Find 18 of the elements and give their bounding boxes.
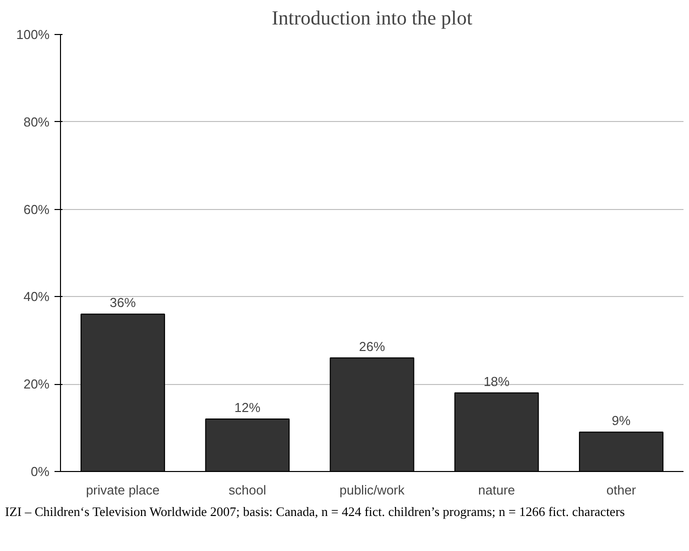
chart-title: Introduction into the plot [272, 8, 473, 30]
y-tick-label: 0% [30, 464, 50, 479]
x-tick-label: private place [86, 482, 160, 498]
data-label: 36% [110, 295, 136, 310]
data-label: 26% [358, 338, 386, 354]
data-label: 18% [484, 374, 510, 389]
x-tick-label: public/work [339, 482, 406, 498]
x-tick-label: nature [478, 482, 516, 498]
y-tick-label: 20% [23, 376, 50, 392]
y-tick-label: 60% [23, 202, 50, 217]
y-tick-label: 40% [23, 289, 50, 304]
data-label: 9% [612, 413, 632, 428]
y-tick-label: 80% [23, 114, 50, 130]
x-tick-label: other [606, 482, 637, 498]
y-tick-label: 100% [16, 27, 50, 42]
text: IZI – Children‘s Television Worldwide 2007; basis: Canada, n = 424 fict. children’s programs; n = 1266 fict. characters [5, 504, 625, 520]
data-label: 12% [234, 400, 261, 416]
x-tick-label: school [228, 482, 266, 498]
